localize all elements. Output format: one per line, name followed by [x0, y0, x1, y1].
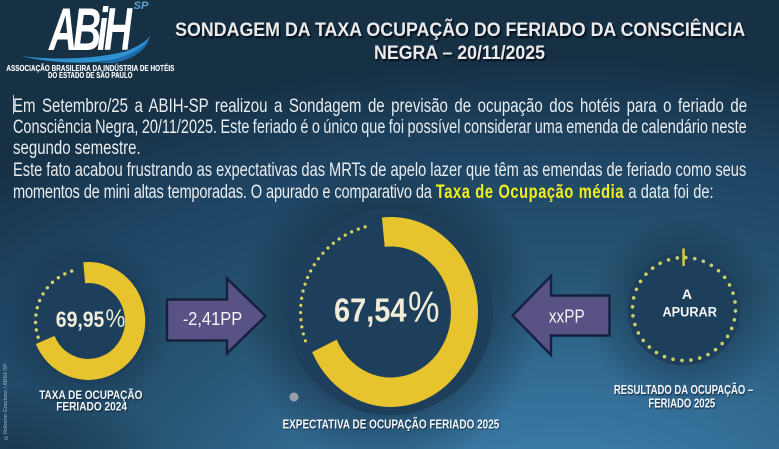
svg-text:FERIADO 2024: FERIADO 2024 — [56, 401, 127, 414]
svg-text:TAXA DE OCUPAÇÃO: TAXA DE OCUPAÇÃO — [39, 389, 142, 402]
svg-text:EXPECTATIVA DE OCUPAÇÃO FERIAD: EXPECTATIVA DE OCUPAÇÃO FERIADO 2025 — [283, 417, 500, 432]
svg-text:FERIADO 2025: FERIADO 2025 — [648, 397, 715, 411]
svg-text:APURAR: APURAR — [663, 304, 717, 320]
svg-text:xxPP: xxPP — [549, 307, 585, 327]
svg-text:67,54%: 67,54% — [334, 283, 440, 332]
svg-text:RESULTADO DA OCUPAÇÃO –: RESULTADO DA OCUPAÇÃO – — [614, 382, 753, 397]
svg-text:-2,41PP: -2,41PP — [183, 308, 243, 329]
svg-text:A: A — [682, 286, 692, 302]
svg-text:69,95%: 69,95% — [56, 305, 126, 333]
